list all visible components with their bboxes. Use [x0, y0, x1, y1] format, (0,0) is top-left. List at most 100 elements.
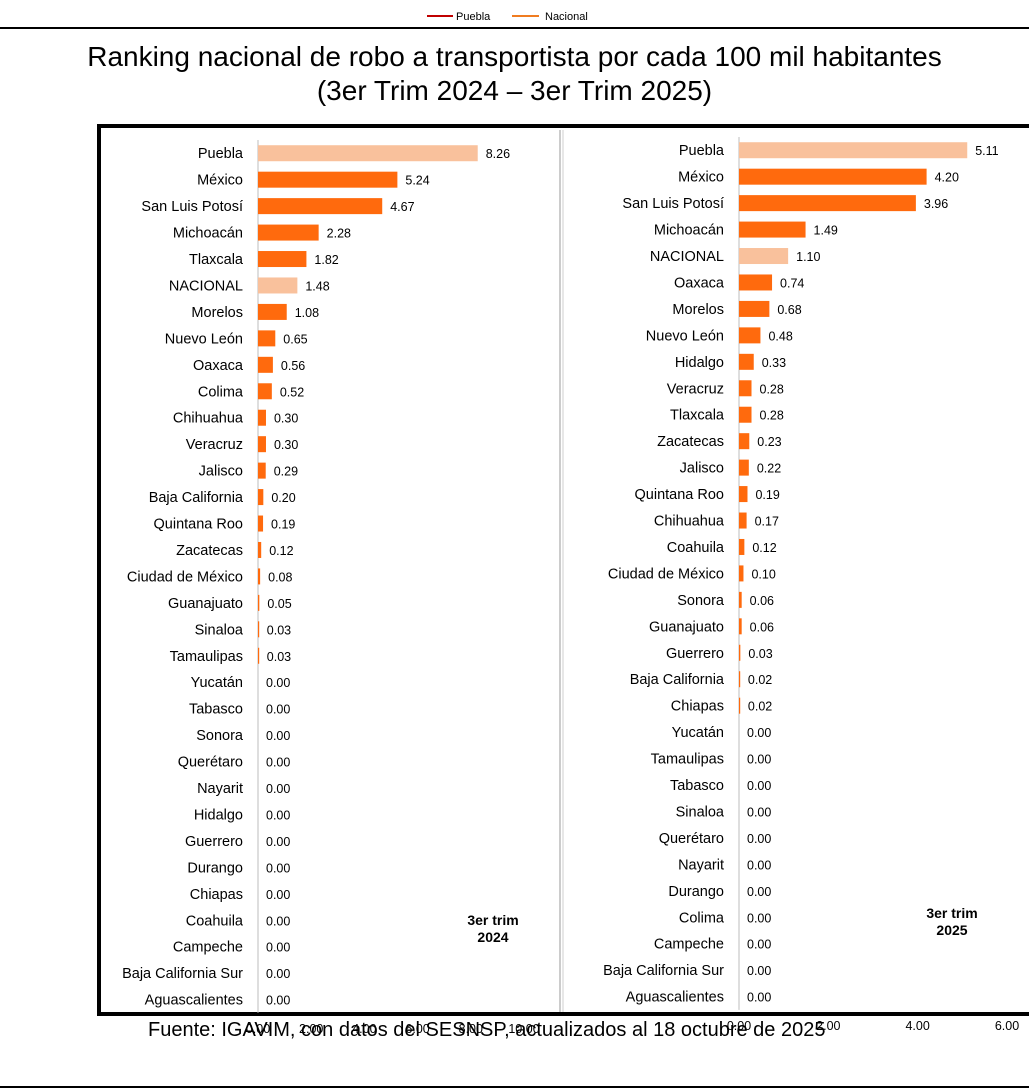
- bar: [258, 198, 383, 215]
- data-label: 0.00: [747, 753, 771, 767]
- bar: [739, 459, 749, 476]
- category-label: Baja California Sur: [603, 963, 724, 979]
- data-label: 0.00: [747, 858, 771, 872]
- bar: [739, 274, 773, 291]
- data-label: 0.68: [777, 303, 801, 317]
- category-label: Tamaulipas: [651, 752, 724, 768]
- category-label: Zacatecas: [657, 434, 724, 450]
- bar: [739, 195, 916, 212]
- bar: [258, 594, 260, 611]
- category-label: Tabasco: [670, 778, 724, 794]
- category-label: Nuevo León: [646, 328, 724, 344]
- data-label: 1.49: [814, 224, 838, 238]
- bar: [258, 489, 264, 506]
- tick-label: 4.00: [905, 1019, 929, 1033]
- bar: [739, 248, 789, 265]
- data-label: 0.48: [768, 329, 792, 343]
- data-label: 0.19: [271, 518, 295, 532]
- data-label: 5.11: [975, 144, 998, 158]
- charts-frame: [97, 124, 1029, 1016]
- bar: [739, 353, 754, 370]
- data-label: 0.00: [266, 808, 290, 822]
- bar: [258, 568, 261, 585]
- bar: [258, 515, 264, 532]
- data-label: 0.10: [751, 567, 775, 581]
- category-label: Michoacán: [654, 223, 724, 239]
- bar: [258, 224, 319, 241]
- category-label: Durango: [187, 860, 243, 876]
- source-note: Fuente: IGAVIM, con datos del SESNSP, ac…: [148, 1019, 826, 1041]
- data-label: 4.67: [390, 200, 414, 214]
- category-label: México: [678, 170, 724, 186]
- category-label: NACIONAL: [650, 249, 724, 265]
- data-label: 0.56: [281, 359, 305, 373]
- data-label: 0.74: [780, 276, 804, 290]
- bar: [739, 618, 742, 635]
- top-divider: [0, 27, 1029, 29]
- bar: [258, 356, 273, 373]
- bar: [739, 221, 806, 238]
- data-label: 0.22: [757, 462, 781, 476]
- data-label: 0.00: [747, 805, 771, 819]
- legend-label-nacional: Nacional: [545, 11, 588, 23]
- bar: [258, 436, 266, 453]
- category-label: Nuevo León: [165, 331, 243, 347]
- category-label: Querétaro: [178, 755, 243, 771]
- tick-label: 4.00: [352, 1022, 376, 1036]
- category-label: San Luis Potosí: [141, 199, 243, 215]
- category-label: Guanajuato: [168, 596, 243, 612]
- data-label: 0.30: [274, 412, 298, 426]
- bottom-divider: [0, 1086, 1029, 1088]
- bar: [258, 330, 276, 347]
- category-label: Sonora: [677, 593, 725, 609]
- data-label: 1.08: [295, 306, 319, 320]
- data-label: 0.00: [747, 964, 771, 978]
- category-label: Tabasco: [189, 702, 243, 718]
- tick-label: 6.00: [995, 1019, 1019, 1033]
- category-label: Tamaulipas: [170, 649, 243, 665]
- data-label: 0.02: [748, 673, 772, 687]
- category-label: Yucatán: [191, 675, 243, 691]
- data-label: 0.06: [750, 620, 774, 634]
- category-label: Campeche: [654, 937, 724, 953]
- data-label: 0.19: [755, 488, 779, 502]
- data-label: 0.06: [750, 594, 774, 608]
- data-label: 0.28: [760, 382, 784, 396]
- category-label: Querétaro: [659, 831, 724, 847]
- data-label: 2.28: [327, 227, 351, 241]
- data-label: 1.10: [796, 250, 820, 264]
- category-label: Sonora: [196, 728, 244, 744]
- data-label: 0.02: [748, 700, 772, 714]
- bar: [258, 462, 266, 479]
- data-label: 8.26: [486, 147, 510, 161]
- data-label: 0.65: [283, 332, 307, 346]
- category-label: Puebla: [198, 146, 244, 162]
- category-label: Tlaxcala: [670, 408, 725, 424]
- data-label: 0.12: [269, 544, 293, 558]
- top-legend: Puebla Nacional: [427, 11, 588, 23]
- category-label: Campeche: [173, 940, 243, 956]
- category-label: Ciudad de México: [608, 566, 724, 582]
- data-label: 0.00: [266, 861, 290, 875]
- data-label: 0.03: [267, 650, 291, 664]
- category-label: Michoacán: [173, 226, 243, 242]
- period-label: 3er trim: [467, 912, 518, 928]
- data-label: 0.33: [762, 356, 786, 370]
- data-label: 0.00: [747, 991, 771, 1005]
- category-label: Chihuahua: [173, 411, 244, 427]
- data-label: 0.00: [747, 885, 771, 899]
- data-label: 0.20: [271, 491, 295, 505]
- bar: [739, 380, 752, 397]
- category-label: Puebla: [679, 143, 725, 159]
- bar: [739, 512, 747, 529]
- category-label: Chiapas: [190, 887, 243, 903]
- category-label: Coahuila: [186, 913, 244, 929]
- category-label: Coahuila: [667, 540, 725, 556]
- category-label: San Luis Potosí: [622, 196, 724, 212]
- data-label: 3.96: [924, 197, 948, 211]
- category-label: Aguascalientes: [626, 990, 724, 1006]
- bar: [258, 541, 262, 558]
- category-label: Yucatán: [672, 725, 724, 741]
- data-label: 0.00: [266, 835, 290, 849]
- legend-label-puebla: Puebla: [456, 11, 491, 23]
